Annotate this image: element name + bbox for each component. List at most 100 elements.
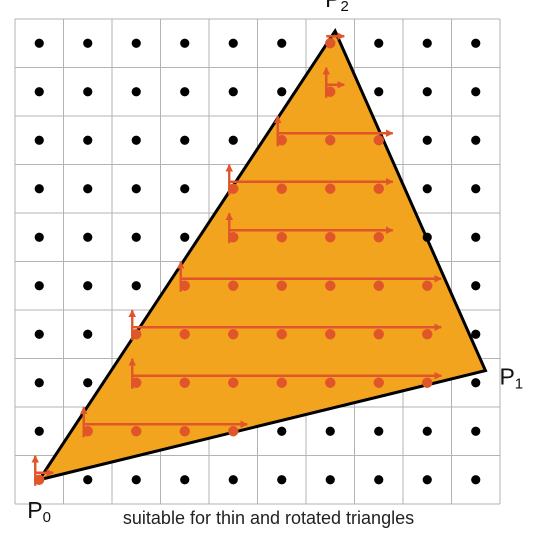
pixel-center-dot [180,135,190,145]
pixel-center-dot [471,135,481,145]
pixel-center-dot [374,426,384,436]
covered-sample-dot [422,329,433,340]
pixel-center-dot [83,329,93,339]
pixel-center-dot [471,184,481,194]
pixel-center-dot [228,475,238,485]
covered-sample-dot [82,426,93,437]
pixel-center-dot [180,38,190,48]
pixel-center-dot [471,232,481,242]
covered-sample-dot [325,86,336,97]
pixel-center-dot [34,281,44,291]
pixel-center-dot [471,475,481,485]
pixel-centers [34,38,481,485]
covered-sample-dot [276,183,287,194]
pixel-center-dot [180,232,190,242]
pixel-center-dot [228,38,238,48]
pixel-center-dot [131,135,141,145]
covered-sample-dot [131,377,142,388]
pixel-center-dot [422,87,432,97]
pixel-center-dot [34,38,44,48]
pixel-center-dot [131,475,141,485]
covered-sample-dot [228,183,239,194]
covered-sample-dot [179,280,190,291]
pixel-center-dot [228,87,238,97]
covered-sample-dot [422,280,433,291]
pixel-center-dot [228,135,238,145]
covered-sample-dot [228,280,239,291]
pixel-center-dot [325,426,335,436]
triangle [35,28,488,483]
pixel-center-dot [471,281,481,291]
pixel-center-dot [422,426,432,436]
pixel-center-dot [422,38,432,48]
covered-sample-dot [276,135,287,146]
pixel-center-dot [422,232,432,242]
pixel-center-dot [34,135,44,145]
pixel-center-dot [422,184,432,194]
covered-sample-dot [228,232,239,243]
pixel-center-dot [471,426,481,436]
pixel-center-dot [374,38,384,48]
covered-sample-dot [228,329,239,340]
pixel-center-dot [180,87,190,97]
pixel-center-dot [422,475,432,485]
pixel-center-dot [131,232,141,242]
pixel-center-dot [34,184,44,194]
pixel-center-dot [83,87,93,97]
vertex-label-p2: P2 [325,0,349,15]
pixel-center-dot [131,184,141,194]
covered-sample-dot [325,329,336,340]
covered-sample-dot [179,329,190,340]
covered-sample-dot [179,377,190,388]
covered-sample-dot [325,183,336,194]
covered-sample-dot [276,232,287,243]
pixel-center-dot [83,38,93,48]
pixel-center-dot [83,135,93,145]
vertex-label-p1: P1 [499,364,523,393]
caption: suitable for thin and rotated triangles [122,508,415,528]
pixel-center-dot [34,329,44,339]
pixel-center-dot [83,184,93,194]
pixel-center-dot [325,475,335,485]
pixel-center-dot [131,38,141,48]
pixel-center-dot [83,232,93,242]
covered-sample-dot [325,38,336,49]
pixel-center-dot [277,38,287,48]
pixel-center-dot [471,329,481,339]
pixel-center-dot [34,87,44,97]
pixel-center-dot [471,378,481,388]
traversal-arrows [31,32,443,486]
covered-sample-dot [228,426,239,437]
covered-sample-dot [179,426,190,437]
triangle-layer [35,28,488,483]
covered-sample-dot [228,377,239,388]
pixel-center-dot [471,38,481,48]
covered-sample-dot [131,329,142,340]
pixel-center-dot [277,426,287,436]
covered-sample-dot [325,280,336,291]
covered-sample-dot [373,377,384,388]
covered-sample-dot [34,474,45,485]
pixel-center-dot [83,281,93,291]
pixel-center-dot [277,87,287,97]
pixel-center-dot [131,87,141,97]
covered-sample-dot [325,232,336,243]
covered-sample-dot [276,329,287,340]
covered-sample-dot [373,232,384,243]
pixel-center-dot [180,184,190,194]
pixel-center-dot [422,135,432,145]
pixel-center-dot [131,281,141,291]
covered-sample-dot [373,183,384,194]
pixel-center-dot [180,475,190,485]
pixel-center-dot [83,475,93,485]
pixel-center-dot [83,378,93,388]
pixel-center-dot [34,378,44,388]
pixel-center-dot [34,426,44,436]
covered-sample-dot [373,329,384,340]
pixel-center-dot [471,87,481,97]
covered-sample-dot [276,280,287,291]
covered-sample-dot [373,135,384,146]
covered-sample-dot [325,377,336,388]
pixel-center-dot [374,87,384,97]
